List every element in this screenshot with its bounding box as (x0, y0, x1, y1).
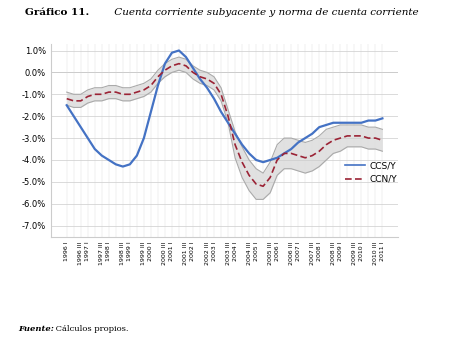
CCS/Y (127, 162, 132, 166)
CCN/Y (99, 92, 105, 96)
CCN/Y (302, 156, 308, 160)
CCN/Y (190, 70, 196, 74)
CCS/Y (169, 51, 175, 55)
CCN/Y (373, 136, 378, 140)
CCS/Y (92, 147, 98, 151)
CCN/Y (331, 138, 336, 142)
CCS/Y (288, 147, 294, 151)
CCN/Y (351, 134, 357, 138)
CCS/Y (78, 125, 83, 129)
CCN/Y (106, 90, 112, 94)
CCN/Y (309, 153, 315, 158)
Legend: CCS/Y, CCN/Y: CCS/Y, CCN/Y (345, 162, 397, 184)
CCS/Y (295, 140, 301, 144)
CCN/Y (64, 97, 69, 101)
CCS/Y (71, 114, 76, 118)
CCN/Y (71, 99, 76, 103)
CCS/Y (85, 136, 91, 140)
CCN/Y (295, 153, 301, 158)
Line: CCN/Y: CCN/Y (67, 64, 382, 186)
CCS/Y (148, 110, 154, 114)
CCS/Y (331, 121, 336, 125)
CCS/Y (218, 110, 224, 114)
CCS/Y (141, 136, 147, 140)
CCS/Y (373, 119, 378, 123)
CCN/Y (120, 92, 125, 96)
CCN/Y (358, 134, 364, 138)
CCN/Y (204, 77, 210, 81)
CCN/Y (282, 151, 287, 155)
CCN/Y (218, 92, 224, 96)
CCS/Y (324, 123, 329, 127)
CCS/Y (232, 132, 238, 136)
CCN/Y (338, 136, 343, 140)
Text: Cuenta corriente subyacente y norma de cuenta corriente: Cuenta corriente subyacente y norma de c… (111, 8, 419, 18)
CCN/Y (162, 68, 168, 72)
CCS/Y (99, 153, 105, 158)
CCN/Y (253, 182, 259, 186)
CCN/Y (246, 173, 252, 177)
CCN/Y (288, 151, 294, 155)
CCS/Y (155, 83, 161, 88)
CCS/Y (211, 97, 217, 101)
CCN/Y (92, 92, 98, 96)
CCN/Y (127, 92, 132, 96)
CCS/Y (190, 66, 196, 70)
CCS/Y (162, 62, 168, 66)
CCS/Y (267, 158, 273, 162)
CCN/Y (197, 75, 203, 79)
CCS/Y (317, 125, 322, 129)
CCN/Y (232, 143, 238, 147)
CCS/Y (351, 121, 357, 125)
CCS/Y (253, 158, 259, 162)
CCS/Y (358, 121, 364, 125)
CCS/Y (225, 121, 231, 125)
CCN/Y (366, 136, 371, 140)
CCS/Y (183, 55, 189, 59)
CCN/Y (113, 90, 119, 94)
CCS/Y (64, 103, 69, 107)
CCN/Y (141, 88, 147, 92)
CCS/Y (302, 136, 308, 140)
CCS/Y (239, 143, 245, 147)
CCS/Y (120, 165, 125, 169)
CCN/Y (176, 62, 182, 66)
CCN/Y (267, 175, 273, 179)
CCS/Y (275, 156, 280, 160)
Text: Gráfico 11.: Gráfico 11. (25, 8, 90, 18)
Text: Cálculos propios.: Cálculos propios. (53, 325, 129, 333)
CCN/Y (225, 114, 231, 118)
CCS/Y (260, 160, 266, 164)
CCN/Y (211, 81, 217, 86)
CCS/Y (204, 86, 210, 90)
CCS/Y (106, 158, 112, 162)
CCS/Y (309, 132, 315, 136)
CCN/Y (344, 134, 350, 138)
CCS/Y (282, 151, 287, 155)
CCN/Y (78, 99, 83, 103)
CCS/Y (197, 77, 203, 81)
CCN/Y (260, 184, 266, 188)
CCN/Y (155, 75, 161, 79)
Line: CCS/Y: CCS/Y (67, 50, 382, 167)
CCN/Y (183, 64, 189, 68)
CCN/Y (317, 149, 322, 153)
CCS/Y (246, 151, 252, 155)
Text: Fuente:: Fuente: (19, 325, 54, 333)
CCN/Y (148, 83, 154, 88)
CCN/Y (239, 160, 245, 164)
CCS/Y (366, 119, 371, 123)
CCS/Y (344, 121, 350, 125)
CCS/Y (338, 121, 343, 125)
CCN/Y (324, 143, 329, 147)
CCS/Y (176, 48, 182, 52)
CCS/Y (380, 116, 385, 120)
CCN/Y (134, 90, 140, 94)
CCS/Y (134, 153, 140, 158)
CCN/Y (380, 138, 385, 142)
CCN/Y (85, 94, 91, 98)
CCN/Y (169, 64, 175, 68)
CCS/Y (113, 162, 119, 166)
CCN/Y (275, 158, 280, 162)
